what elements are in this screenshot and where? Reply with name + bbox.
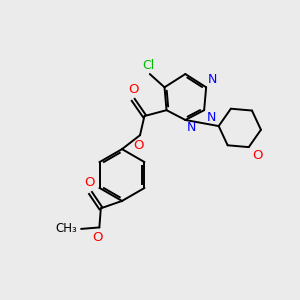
Text: CH₃: CH₃ [56, 222, 78, 236]
Text: O: O [133, 139, 144, 152]
Text: O: O [128, 83, 139, 96]
Text: O: O [93, 231, 103, 244]
Text: O: O [252, 148, 263, 162]
Text: N: N [207, 111, 216, 124]
Text: N: N [187, 122, 196, 134]
Text: Cl: Cl [142, 59, 154, 72]
Text: N: N [208, 73, 217, 86]
Text: O: O [85, 176, 95, 190]
